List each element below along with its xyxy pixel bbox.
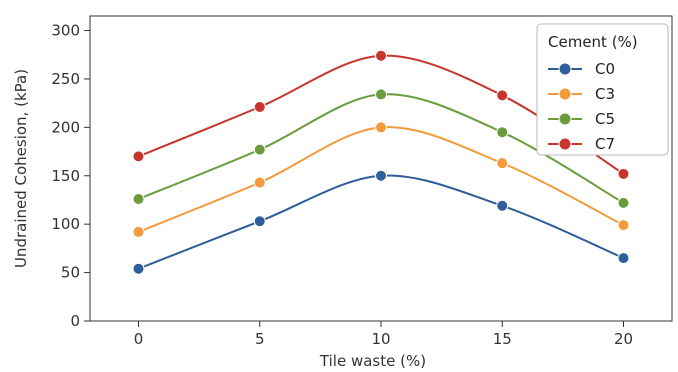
data-point-c3: [375, 121, 387, 134]
y-tick-label: 50: [61, 264, 80, 282]
data-point-c0: [132, 262, 145, 275]
data-point-c3: [496, 157, 509, 170]
data-point-c0: [375, 169, 387, 182]
legend-marker: [558, 112, 572, 126]
x-tick-label: 20: [614, 330, 633, 348]
data-point-c7: [253, 101, 266, 114]
data-point-c3: [132, 225, 145, 238]
data-point-c7: [375, 49, 387, 62]
data-point-c5: [375, 88, 387, 101]
data-point-c5: [496, 126, 509, 139]
legend-label-c7: C7: [595, 135, 615, 153]
data-point-c0: [496, 199, 509, 212]
x-axis-title: Tile waste (%): [319, 352, 426, 370]
data-point-c0: [253, 215, 266, 228]
data-point-c5: [253, 143, 266, 156]
x-tick-label: 15: [493, 330, 512, 348]
y-tick-label: 250: [51, 70, 80, 88]
legend-marker: [558, 137, 572, 151]
data-point-c3: [617, 219, 630, 232]
x-tick-label: 10: [371, 330, 390, 348]
y-tick-label: 150: [51, 167, 80, 185]
data-point-c7: [132, 150, 145, 163]
data-point-c7: [496, 89, 509, 102]
legend-label-c5: C5: [595, 110, 615, 128]
series-line-c0: [138, 174, 624, 270]
axes: 0 50 100 150 200 250 300 0 5 10 15 20: [51, 15, 673, 348]
data-point-c0: [617, 252, 630, 265]
y-axis-title: Undrained Cohesion, (kPa): [12, 69, 30, 268]
legend-title: Cement (%): [548, 33, 638, 51]
data-point-c5: [132, 193, 145, 205]
y-tick-label: 300: [51, 22, 80, 40]
x-tick-label: 0: [134, 330, 144, 348]
legend-marker: [558, 62, 572, 76]
legend: Cement (%) C0 C3 C5 C7: [536, 23, 669, 156]
series-points: [132, 49, 630, 275]
y-tick-label: 100: [51, 215, 80, 233]
x-tick-label: 5: [255, 330, 265, 348]
data-point-c3: [253, 176, 266, 189]
data-point-c5: [617, 196, 630, 209]
y-tick-label: 200: [51, 118, 80, 136]
data-point-c7: [617, 167, 630, 180]
y-tick-label: 0: [70, 312, 80, 330]
legend-label-c3: C3: [595, 85, 615, 103]
legend-label-c0: C0: [595, 60, 615, 78]
legend-marker: [558, 87, 572, 101]
